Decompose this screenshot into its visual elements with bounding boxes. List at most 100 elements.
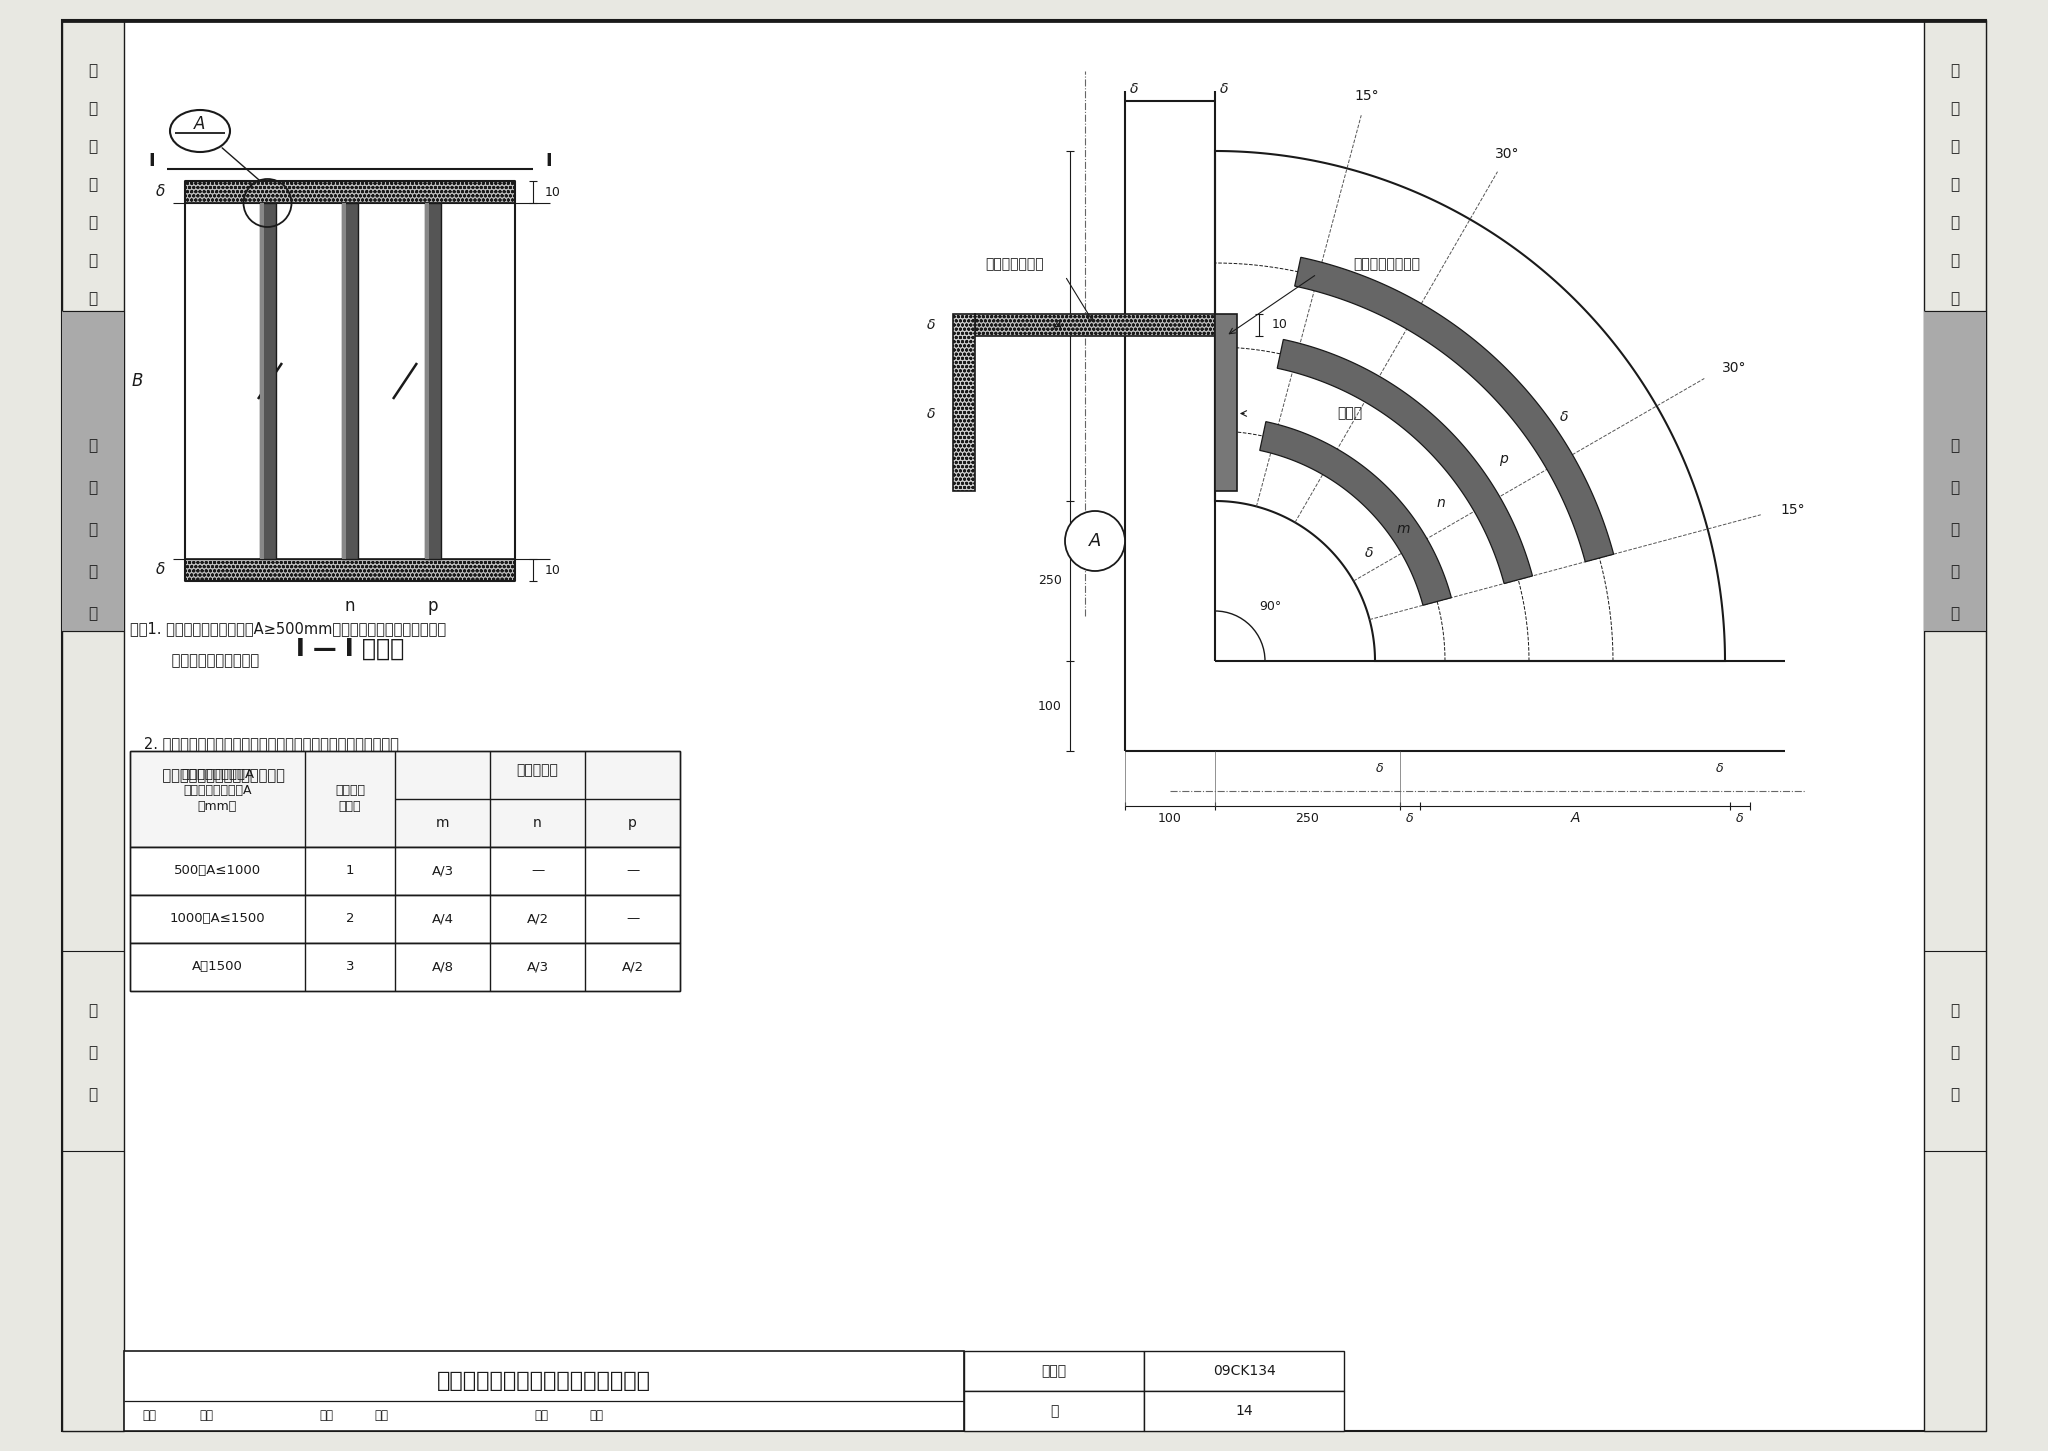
Text: δ: δ [926, 406, 936, 421]
Text: 图集号: 图集号 [1042, 1364, 1067, 1378]
Bar [1145, 1392, 1343, 1431]
Text: 100: 100 [1157, 811, 1182, 824]
Text: 装: 装 [1950, 1046, 1960, 1061]
Bar [260, 203, 264, 559]
Text: 类: 类 [88, 1087, 98, 1103]
Text: p: p [1499, 451, 1507, 466]
Bar [260, 203, 276, 559]
Text: m: m [1397, 522, 1411, 535]
Text: 说: 说 [88, 254, 98, 268]
Text: A: A [1053, 319, 1063, 332]
Text: 09CK134: 09CK134 [1212, 1364, 1276, 1378]
Text: 30°: 30° [1722, 361, 1747, 376]
Text: δ: δ [1130, 83, 1139, 96]
Text: δ: δ [1561, 409, 1569, 424]
Text: A: A [195, 115, 205, 133]
Text: 加: 加 [1950, 522, 1960, 537]
Text: 1000＜A≤1500: 1000＜A≤1500 [170, 913, 266, 926]
Text: A: A [1571, 811, 1579, 826]
Text: δ: δ [1407, 811, 1413, 824]
Text: 专用胶粘剂粘接面: 专用胶粘剂粘接面 [1354, 257, 1421, 271]
Text: 说: 说 [1950, 254, 1960, 268]
Bar [1145, 1351, 1343, 1392]
Text: 10: 10 [545, 563, 561, 576]
Text: 2. 导流片采用厚度与机制玻镁复合板风管相同的板材制作。局部: 2. 导流片采用厚度与机制玻镁复合板风管相同的板材制作。局部 [129, 736, 399, 752]
Text: 录: 录 [88, 102, 98, 116]
Bar [61, 311, 125, 631]
Text: 注：1. 内斜线形矩形弯头，当A≥500mm时，应设置导流片。导流片设: 注：1. 内斜线形矩形弯头，当A≥500mm时，应设置导流片。导流片设 [129, 621, 446, 636]
Text: 导流片: 导流片 [1337, 406, 1362, 421]
Text: 10: 10 [1272, 319, 1288, 331]
Text: 30°: 30° [1495, 148, 1520, 161]
Text: 制: 制 [88, 216, 98, 231]
Circle shape [1065, 511, 1124, 572]
Text: —: — [627, 865, 639, 878]
Text: δ: δ [156, 184, 166, 199]
Text: 张旎: 张旎 [375, 1409, 387, 1422]
Text: A/2: A/2 [526, 913, 549, 926]
Text: A: A [1090, 533, 1102, 550]
Text: 500＜A≤1000: 500＜A≤1000 [174, 865, 260, 878]
Text: 页: 页 [1051, 1405, 1059, 1418]
Text: 校对: 校对 [319, 1409, 334, 1422]
Text: I: I [545, 152, 551, 170]
Bar [125, 1351, 965, 1431]
Text: 内斜线外折线矩形弯头导流片构造图: 内斜线外折线矩形弯头导流片构造图 [436, 1371, 651, 1392]
Bar [424, 203, 428, 559]
Text: 作: 作 [1950, 480, 1960, 495]
Bar [129, 847, 680, 895]
Text: A/8: A/8 [432, 961, 453, 974]
Text: 100: 100 [1038, 699, 1063, 712]
Text: 安: 安 [1950, 1004, 1960, 1019]
Bar [184, 559, 514, 580]
Text: 14: 14 [1235, 1405, 1253, 1418]
Text: 工: 工 [1950, 564, 1960, 579]
Text: 设计: 设计 [535, 1409, 549, 1422]
Text: 目: 目 [1950, 64, 1960, 78]
Bar [184, 181, 514, 203]
Text: 目: 目 [88, 64, 98, 78]
Text: A/4: A/4 [432, 913, 453, 926]
Text: 类: 类 [1950, 1087, 1960, 1103]
Text: δ: δ [1376, 762, 1384, 775]
Polygon shape [1278, 340, 1532, 583]
Text: 1: 1 [346, 865, 354, 878]
Text: A/3: A/3 [432, 865, 453, 878]
Text: 明: 明 [1950, 292, 1960, 306]
Text: 2: 2 [346, 913, 354, 926]
Text: 15°: 15° [1354, 89, 1378, 103]
Bar [965, 1392, 1145, 1431]
Text: 10: 10 [545, 186, 561, 199]
Text: 导流片数
（片）: 导流片数 （片） [336, 785, 365, 814]
Bar [1923, 311, 1987, 631]
Text: 编: 编 [1950, 177, 1960, 193]
Bar [975, 313, 1214, 337]
Text: 类: 类 [1950, 607, 1960, 621]
Text: 阻力应比金属风管的适当加大。: 阻力应比金属风管的适当加大。 [129, 768, 285, 784]
Text: 与: 与 [1950, 139, 1960, 154]
Text: 置片数及位置见下表：: 置片数及位置见下表： [129, 653, 260, 667]
Text: 工: 工 [88, 564, 98, 579]
Text: —: — [627, 913, 639, 926]
Bar [342, 203, 346, 559]
Text: 250: 250 [1038, 575, 1063, 588]
Text: 导流片位置: 导流片位置 [516, 763, 559, 778]
Text: 矩形弯头平面边长A
（mm）: 矩形弯头平面边长A （mm） [182, 785, 252, 814]
Text: 编: 编 [88, 177, 98, 193]
Text: 加: 加 [88, 522, 98, 537]
Text: I: I [147, 152, 156, 170]
Text: 渠潘: 渠潘 [199, 1409, 213, 1422]
Bar [129, 895, 680, 943]
Bar [424, 203, 440, 559]
Text: 作: 作 [88, 480, 98, 495]
Text: I — I 剖面图: I — I 剖面图 [295, 637, 403, 662]
Text: p: p [629, 815, 637, 830]
Text: δ: δ [1221, 83, 1229, 96]
Text: 250: 250 [1296, 811, 1319, 824]
Text: 90°: 90° [1260, 599, 1282, 612]
Text: 3: 3 [346, 961, 354, 974]
Text: n: n [532, 815, 543, 830]
Text: 类: 类 [88, 607, 98, 621]
Polygon shape [1214, 151, 1724, 662]
Text: δ: δ [1737, 811, 1743, 824]
